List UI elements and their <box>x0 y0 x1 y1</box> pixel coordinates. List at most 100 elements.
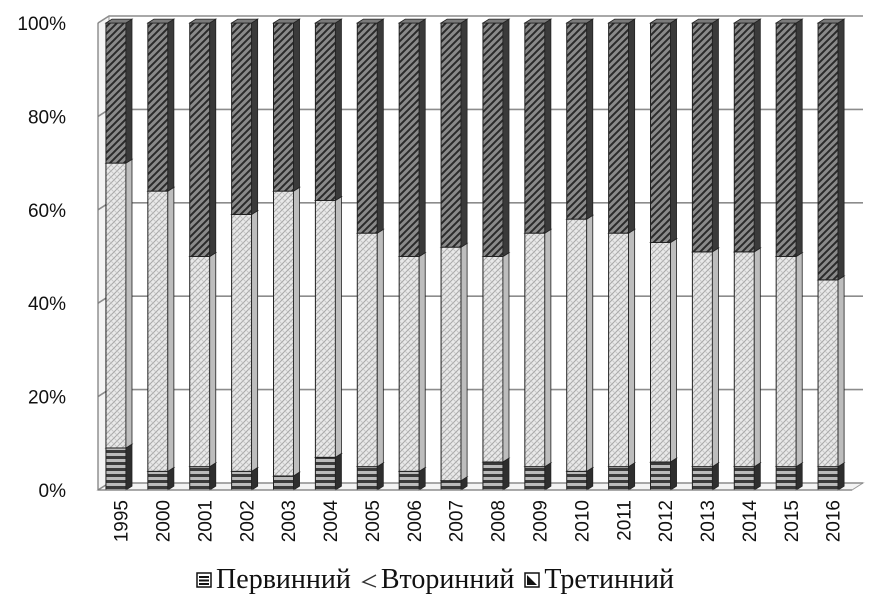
bar-tertiary-2002 <box>232 23 252 214</box>
bar-side-primary-2011 <box>629 463 635 490</box>
x-tick-label: 2016 <box>824 500 845 542</box>
bar-side-tertiary-2014 <box>754 19 760 252</box>
bar-side-secondary-2004 <box>335 197 341 458</box>
legend-item-primary: Первинний <box>196 564 351 596</box>
bar-side-secondary-2000 <box>168 187 174 471</box>
bar-secondary-1995 <box>106 163 126 448</box>
y-tick-label: 40% <box>28 294 66 315</box>
bar-side-tertiary-2012 <box>671 19 677 242</box>
bar-primary-2003 <box>274 476 294 490</box>
bar-side-secondary-2002 <box>252 211 258 472</box>
bar-side-tertiary-2011 <box>629 19 635 233</box>
x-tick-label: 2014 <box>740 500 761 543</box>
x-tick-label: 2013 <box>698 500 719 542</box>
bar-side-secondary-2016 <box>838 276 844 467</box>
bar-tertiary-2001 <box>190 23 210 257</box>
bar-primary-2010 <box>567 471 587 490</box>
bar-side-primary-2014 <box>754 463 760 490</box>
bar-primary-2009 <box>525 467 545 490</box>
bar-stack-2011 <box>609 19 635 490</box>
legend-label-primary: Первинний <box>216 564 351 596</box>
bar-side-secondary-1995 <box>126 159 132 448</box>
x-tick-label: 2007 <box>447 500 468 542</box>
bar-side-tertiary-2005 <box>377 19 383 233</box>
bar-side-secondary-2005 <box>377 229 383 466</box>
diagonal-stripe-icon <box>524 572 540 588</box>
bar-stack-2009 <box>525 19 551 490</box>
x-tick-label: 2005 <box>363 500 384 542</box>
y-tick-label: 20% <box>28 388 66 409</box>
bar-side-tertiary-1995 <box>126 19 132 163</box>
bar-primary-2004 <box>315 457 335 490</box>
y-tick-label: 80% <box>28 107 66 128</box>
x-axis: 1995 2000 2001 2002 2003 2004 2005 2006 2007 2008… <box>98 490 852 542</box>
x-tick-label: 2006 <box>405 500 426 542</box>
bar-secondary-2004 <box>315 200 335 457</box>
bar-side-secondary-2003 <box>294 187 300 476</box>
bar-stack-2016 <box>818 19 844 490</box>
y-axis: 0% 20% 40% 60% 80% 100% <box>17 14 98 502</box>
bar-secondary-2016 <box>818 280 838 467</box>
bar-secondary-2003 <box>274 191 294 476</box>
bar-side-primary-2001 <box>210 463 216 490</box>
bar-stack-2000 <box>148 19 174 490</box>
bar-stack-2008 <box>483 19 509 490</box>
x-tick-label: 2009 <box>530 500 551 542</box>
bar-primary-2007 <box>441 481 461 490</box>
x-tick-label: 2003 <box>279 500 300 542</box>
bar-side-secondary-2012 <box>671 239 677 462</box>
bar-secondary-2001 <box>190 257 210 467</box>
bar-side-secondary-2001 <box>210 253 216 467</box>
bar-primary-2001 <box>190 467 210 490</box>
x-tick-label: 2012 <box>656 500 677 542</box>
bar-tertiary-2016 <box>818 23 838 280</box>
bar-primary-2011 <box>609 467 629 490</box>
bar-side-secondary-2010 <box>587 215 593 471</box>
bar-side-primary-2016 <box>838 463 844 490</box>
x-tick-label: 1995 <box>112 500 133 542</box>
x-tick-label: 2008 <box>489 500 510 542</box>
bar-secondary-2011 <box>609 233 629 467</box>
bar-tertiary-2012 <box>651 23 671 242</box>
bar-tertiary-2005 <box>357 23 377 233</box>
bar-side-secondary-2006 <box>419 253 425 472</box>
bar-secondary-2014 <box>734 252 754 467</box>
bar-side-tertiary-2001 <box>210 19 216 256</box>
bar-side-tertiary-2004 <box>335 19 341 200</box>
bar-tertiary-2007 <box>441 23 461 247</box>
bar-side-secondary-2014 <box>754 248 760 467</box>
bar-primary-2000 <box>148 471 168 490</box>
bar-tertiary-2009 <box>525 23 545 233</box>
x-tick-label: 2010 <box>572 500 593 542</box>
bar-stack-2004 <box>315 19 341 490</box>
bar-side-secondary-2011 <box>629 229 635 466</box>
bar-stack-2002 <box>232 19 258 490</box>
bar-primary-2014 <box>734 467 754 490</box>
bar-primary-2002 <box>232 471 252 490</box>
bar-stack-2012 <box>651 19 677 490</box>
bar-side-secondary-2013 <box>712 248 718 467</box>
bar-stack-2006 <box>399 19 425 490</box>
bar-side-secondary-2008 <box>503 253 509 462</box>
bar-primary-2006 <box>399 471 419 490</box>
bar-side-tertiary-2013 <box>712 19 718 252</box>
bar-side-secondary-2015 <box>796 253 802 467</box>
bar-secondary-2013 <box>692 252 712 467</box>
bar-primary-2005 <box>357 467 377 490</box>
bar-secondary-2012 <box>651 242 671 461</box>
bar-tertiary-2008 <box>483 23 503 257</box>
bar-secondary-2002 <box>232 214 252 471</box>
y-tick-label: 0% <box>39 481 67 502</box>
bar-tertiary-2003 <box>274 23 294 191</box>
bar-tertiary-2004 <box>315 23 335 200</box>
bar-secondary-2010 <box>567 219 587 471</box>
bar-side-tertiary-2016 <box>838 19 844 280</box>
legend: Первинний Вторинний Третинний <box>0 560 870 600</box>
bar-stack-2015 <box>776 19 802 490</box>
legend-label-secondary: Вторинний <box>381 564 514 596</box>
bar-secondary-2009 <box>525 233 545 467</box>
bar-side-primary-2009 <box>545 463 551 490</box>
bar-side-secondary-2009 <box>545 229 551 466</box>
x-tick-label: 2002 <box>237 500 258 542</box>
x-tick-label: 2015 <box>782 500 803 542</box>
